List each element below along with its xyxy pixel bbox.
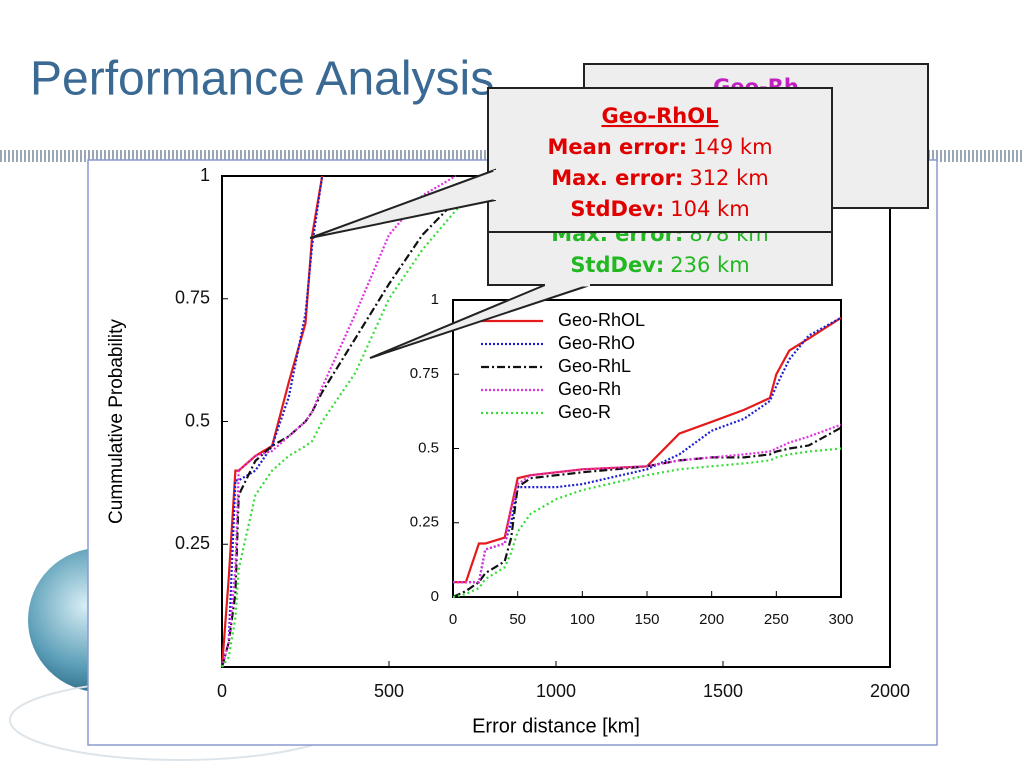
y-tick-label: 1: [200, 165, 210, 185]
y-tick-label: 0: [431, 588, 439, 605]
legend-label: Geo-RhOL: [558, 310, 645, 330]
x-tick-label: 100: [570, 611, 595, 628]
series-line: [452, 447, 842, 599]
x-tick-label: 0: [217, 681, 227, 701]
series-line: [220, 175, 324, 668]
x-tick-label: 2000: [870, 681, 910, 701]
x-tick-label: 50: [509, 611, 526, 628]
y-tick-label: 0.5: [185, 410, 210, 430]
series-line: [220, 175, 457, 668]
legend-label: Geo-RhO: [558, 333, 635, 353]
slide-title: Performance Analysis: [30, 53, 494, 106]
plot-area: [452, 299, 842, 598]
series-line: [220, 175, 324, 668]
legend-label: Geo-Rh: [558, 379, 621, 399]
callout-label: Max. error:: [551, 166, 683, 190]
legend-label: Geo-RhL: [558, 356, 631, 376]
legend-label: Geo-R: [558, 402, 611, 422]
x-tick-label: 200: [699, 611, 724, 628]
y-tick-label: 0.25: [175, 533, 210, 553]
callout-label: Mean error:: [547, 135, 687, 159]
series-line: [453, 316, 842, 584]
x-tick-label: 1000: [536, 681, 576, 701]
callout-value: 104 km: [670, 197, 749, 221]
callout-value: 149 km: [693, 135, 772, 159]
x-tick-label: 300: [828, 611, 853, 628]
callout-box: [487, 87, 833, 233]
callout-value: 312 km: [689, 166, 768, 190]
y-tick-label: 0.5: [418, 439, 439, 456]
y-tick-label: 0.25: [410, 514, 439, 531]
callout-line: Mean error: 149 km: [547, 135, 772, 159]
callout-label: StdDev:: [570, 253, 664, 277]
y-tick-label: 1: [431, 291, 439, 308]
y-tick-label: 0.75: [175, 288, 210, 308]
x-axis-label: Error distance [km]: [472, 715, 640, 737]
callout-value: 236 km: [670, 253, 749, 277]
y-tick-label: 0.75: [410, 365, 439, 382]
callout-title: Geo-RhOL: [602, 104, 719, 128]
x-tick-label: 500: [374, 681, 404, 701]
callout-line: StdDev: 236 km: [570, 253, 749, 277]
series-line: [452, 426, 842, 599]
series-line: [221, 174, 523, 668]
x-tick-label: 1500: [703, 681, 743, 701]
y-axis-label: Cummulative Probability: [106, 319, 127, 524]
x-tick-label: 150: [634, 611, 659, 628]
x-tick-label: 0: [449, 611, 457, 628]
callout-label: StdDev:: [570, 197, 664, 221]
x-tick-label: 250: [764, 611, 789, 628]
inset-chart: 0 50 100 150 200 250 300 0 0.25 0.5 0.75 1 Geo-RhOL G…: [410, 291, 854, 628]
callout-line: Max. error: 312 km: [551, 166, 768, 190]
callout-line: StdDev: 104 km: [570, 197, 749, 221]
